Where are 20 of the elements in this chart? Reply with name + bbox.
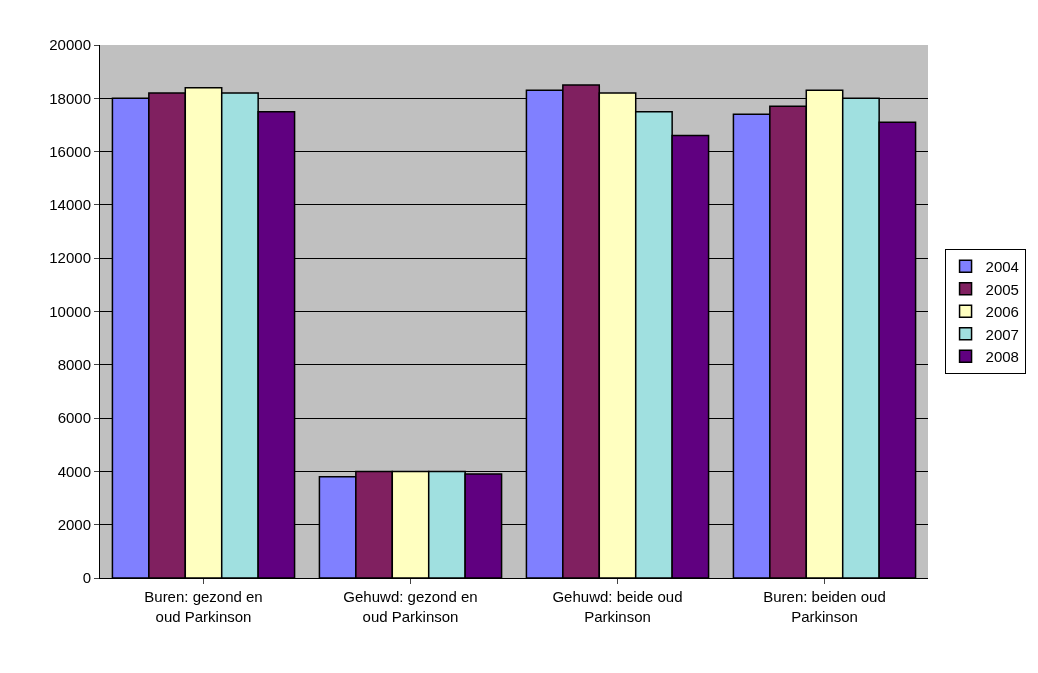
legend-label: 2004	[985, 258, 1019, 276]
y-tick-label: 8000	[57, 356, 91, 374]
y-tick-label: 6000	[57, 409, 91, 427]
y-tick-label: 20000	[49, 36, 91, 54]
x-tick-label: Buren: beiden oud Parkinson	[763, 588, 886, 625]
legend-label: 2006	[985, 303, 1019, 321]
y-tick-label: 4000	[57, 462, 91, 480]
y-tick-label: 0	[82, 569, 91, 587]
x-tick-label: Gehuwd: beide oud Parkinson	[552, 588, 683, 625]
y-tick-label: 2000	[57, 515, 91, 533]
y-tick-label: 14000	[49, 196, 91, 214]
y-tick-label: 12000	[49, 249, 91, 267]
y-tick-label: 16000	[49, 142, 91, 160]
x-tick-label: Buren: gezond en oud Parkinson	[144, 588, 263, 625]
y-tick-label: 10000	[49, 302, 91, 320]
legend-label: 2007	[985, 325, 1019, 343]
x-tick-label: Gehuwd: gezond en oud Parkinson	[343, 588, 478, 625]
legend-label: 2008	[985, 348, 1019, 366]
legend-label: 2005	[985, 280, 1019, 298]
y-tick-label: 18000	[49, 89, 91, 107]
